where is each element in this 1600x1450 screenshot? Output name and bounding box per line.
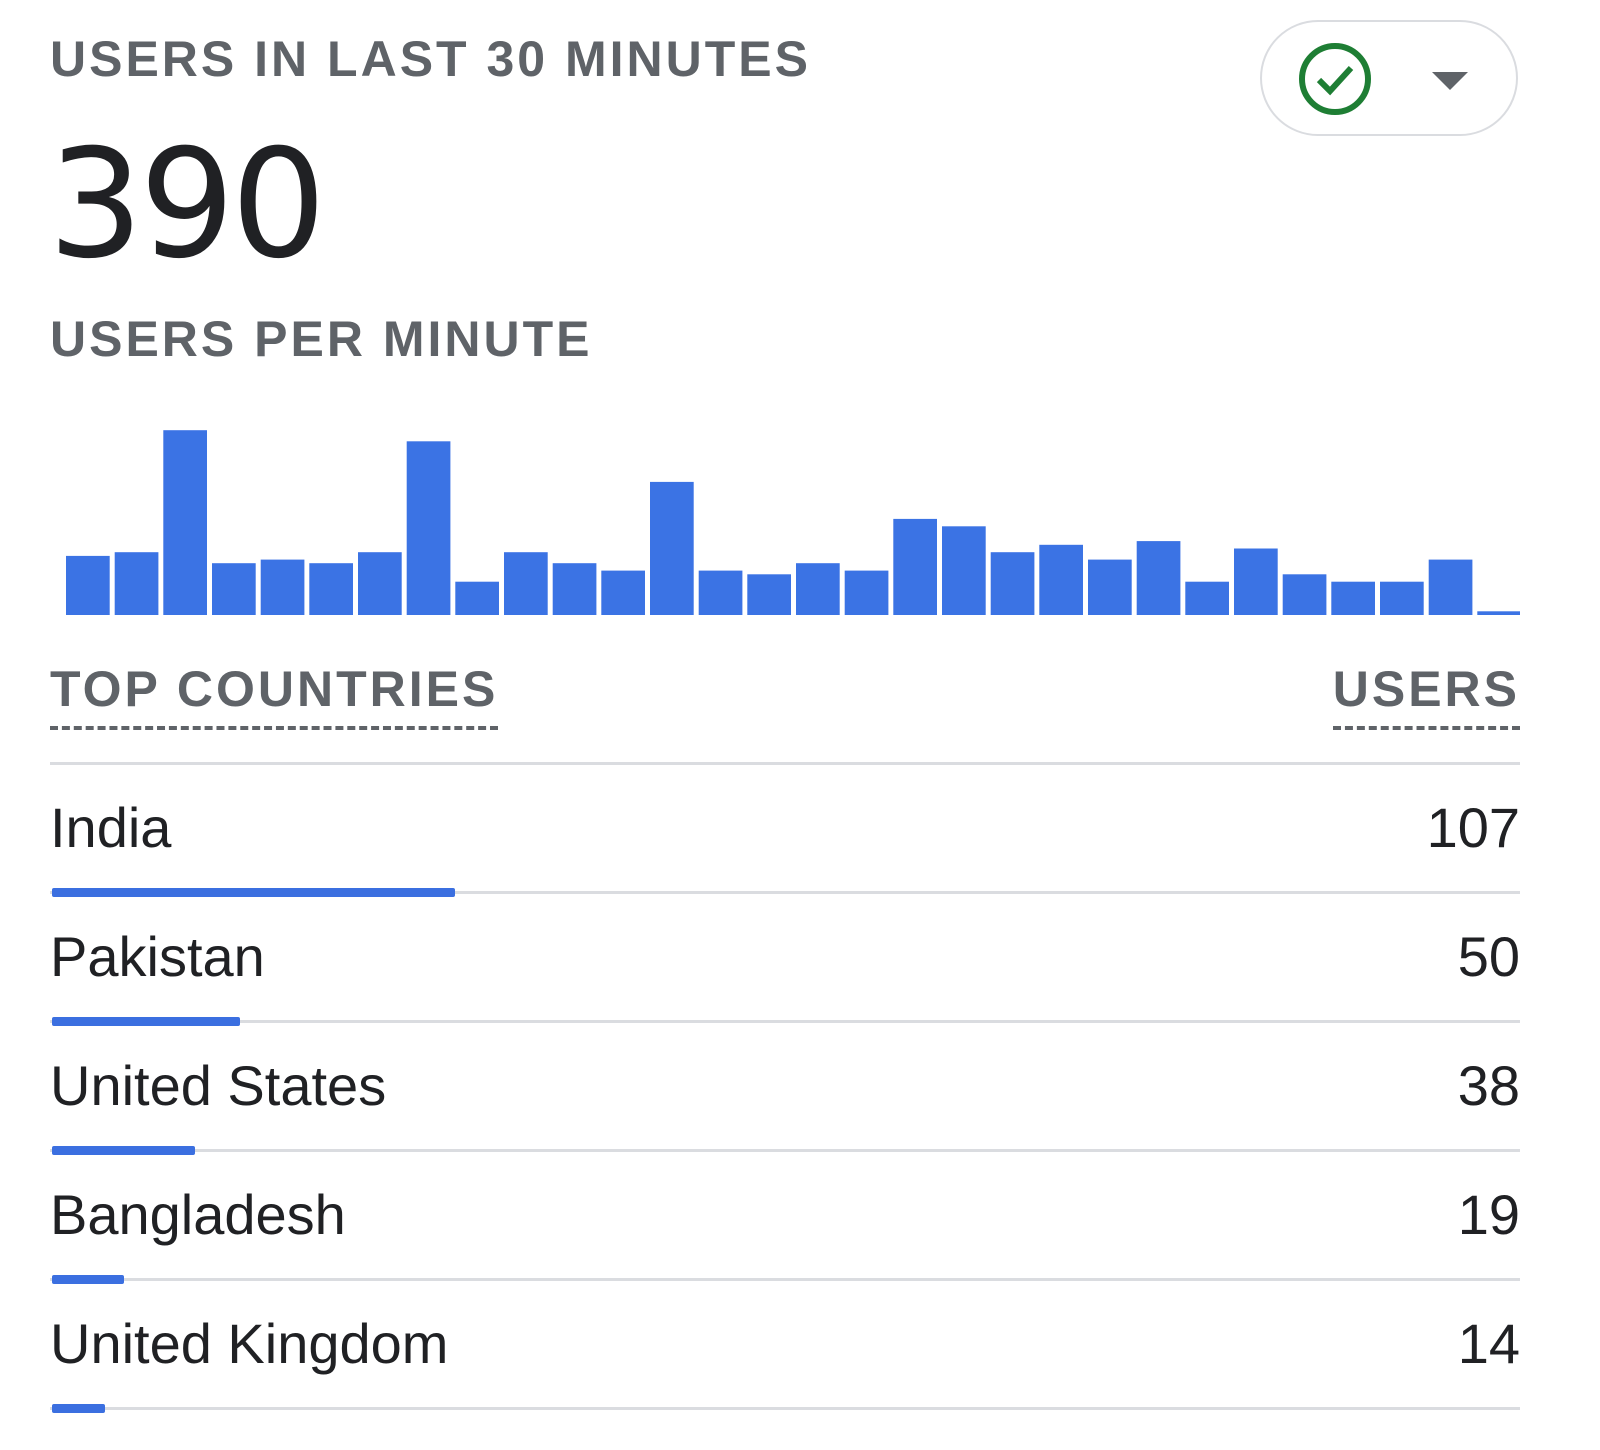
users-per-minute-chart xyxy=(66,430,1520,616)
minute-bar[interactable] xyxy=(893,518,937,615)
minute-bar[interactable] xyxy=(114,552,159,615)
table-row[interactable]: United States 38 xyxy=(50,1023,1520,1155)
minute-bar[interactable] xyxy=(990,552,1035,615)
minute-bar[interactable] xyxy=(1331,581,1375,615)
user-count: 14 xyxy=(1457,1312,1520,1375)
minute-bar[interactable] xyxy=(260,559,305,615)
column-header-users[interactable]: USERS xyxy=(1332,660,1520,730)
country-name: Pakistan xyxy=(50,925,265,988)
country-name: United Kingdom xyxy=(50,1312,449,1375)
minute-bar[interactable] xyxy=(698,570,743,615)
minute-bar[interactable] xyxy=(1234,548,1278,616)
minute-bar[interactable] xyxy=(601,570,645,615)
minute-bar[interactable] xyxy=(942,526,986,615)
share-bar xyxy=(52,1146,195,1155)
minute-bar[interactable] xyxy=(747,574,791,615)
country-name: United States xyxy=(50,1054,387,1117)
row-divider xyxy=(50,1407,1520,1410)
column-header-top-countries[interactable]: TOP COUNTRIES xyxy=(50,660,499,730)
divider xyxy=(50,762,1520,765)
card-title: USERS IN LAST 30 MINUTES xyxy=(50,31,811,87)
minute-bar[interactable] xyxy=(552,563,597,615)
minute-bar[interactable] xyxy=(650,481,694,615)
minute-bar[interactable] xyxy=(796,563,840,615)
minute-bar[interactable] xyxy=(1282,574,1327,615)
share-bar xyxy=(52,1017,241,1026)
share-bar xyxy=(52,1404,105,1413)
minute-bar[interactable] xyxy=(309,563,353,615)
country-name: India xyxy=(50,796,172,859)
table-row[interactable]: United Kingdom 14 xyxy=(50,1281,1520,1413)
table-row[interactable]: Bangladesh 19 xyxy=(50,1152,1520,1284)
minute-bar[interactable] xyxy=(1428,559,1473,615)
table-row[interactable]: Pakistan 50 xyxy=(50,894,1520,1026)
row-divider xyxy=(50,891,1520,894)
user-count: 50 xyxy=(1457,925,1520,988)
minute-bar[interactable] xyxy=(212,563,256,615)
status-dropdown-button[interactable] xyxy=(1260,20,1518,136)
share-bar xyxy=(52,888,455,897)
minute-bar[interactable] xyxy=(455,581,499,615)
minute-bar[interactable] xyxy=(1039,544,1083,615)
country-name: Bangladesh xyxy=(50,1183,346,1246)
check-circle-icon xyxy=(1299,43,1371,115)
chart-label: USERS PER MINUTE xyxy=(50,311,593,367)
row-divider xyxy=(50,1020,1520,1023)
share-bar xyxy=(52,1275,124,1284)
row-divider xyxy=(50,1278,1520,1281)
minute-bar[interactable] xyxy=(504,552,548,615)
caret-down-icon xyxy=(1432,72,1468,90)
minute-bar[interactable] xyxy=(66,555,110,615)
minute-bar[interactable] xyxy=(1185,581,1229,615)
minute-bar[interactable] xyxy=(1380,581,1424,615)
minute-bar[interactable] xyxy=(406,441,451,615)
row-divider xyxy=(50,1149,1520,1152)
minute-bar[interactable] xyxy=(1136,541,1181,615)
user-count: 19 xyxy=(1457,1183,1520,1246)
total-users-count: 390 xyxy=(48,118,326,292)
minute-bar[interactable] xyxy=(358,552,402,615)
minute-bar[interactable] xyxy=(1088,559,1132,615)
minute-bar[interactable] xyxy=(844,570,889,615)
minute-bar[interactable] xyxy=(163,430,207,615)
table-row[interactable]: India 107 xyxy=(50,765,1520,897)
minute-bar[interactable] xyxy=(1477,611,1520,615)
user-count: 107 xyxy=(1426,796,1520,859)
user-count: 38 xyxy=(1457,1054,1520,1117)
